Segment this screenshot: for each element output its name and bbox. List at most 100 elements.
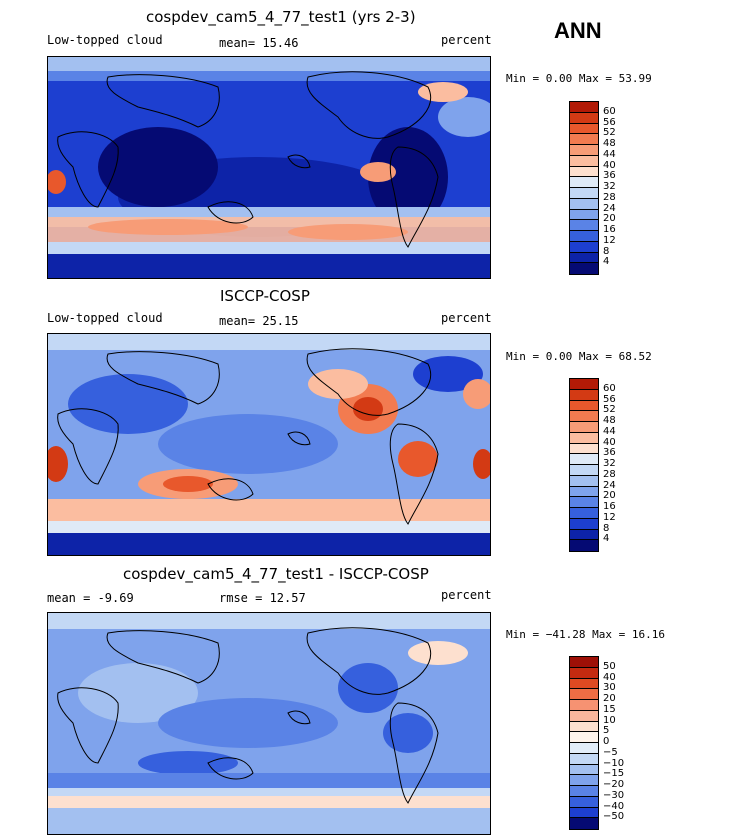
colorbar-level-label: 52 [603, 127, 616, 139]
colorbar-swatch [570, 177, 598, 188]
colorbar-swatch [570, 710, 598, 722]
colorbar-level-label: −10 [603, 757, 625, 769]
colorbar-level-label: 0 [603, 736, 610, 747]
colorbar-swatch [570, 540, 598, 551]
colorbar-swatch [570, 389, 598, 401]
colorbar-level-label: 4 [603, 533, 610, 545]
panel-3-colorbar-labels: 50 40 30 20 15 10 5 0 −5 −10 −15 −20 −30 −40 −50 [603, 656, 643, 828]
colorbar-level-label: 40 [603, 436, 616, 448]
colorbar-swatch [570, 721, 598, 733]
panel-2-colorbar-labels: 60 56 52 48 44 40 36 32 28 24 20 16 12 8 4 [603, 378, 643, 550]
colorbar-swatch [570, 465, 598, 476]
colorbar-level-label: 15 [603, 703, 616, 715]
colorbar-level-label: 8 [603, 245, 610, 257]
panel-1-map [47, 56, 491, 279]
panel-3-units-label: percent [441, 588, 492, 602]
colorbar-level-label: 30 [603, 682, 616, 694]
panel-1-units-label: percent [441, 33, 492, 47]
panel-1-title: cospdev_cam5_4_77_test1 (yrs 2-3) [146, 8, 416, 26]
colorbar-swatch [570, 102, 598, 113]
colorbar-swatch [570, 497, 598, 508]
colorbar-level-label: 20 [603, 213, 616, 225]
panel-3-colorbar [569, 656, 599, 830]
colorbar-level-label: 20 [603, 490, 616, 502]
colorbar-swatch [570, 775, 598, 786]
colorbar-swatch [570, 198, 598, 210]
colorbar-swatch [570, 112, 598, 124]
panel-3-mean-label: mean = -9.69 [47, 591, 134, 605]
colorbar-level-label: 52 [603, 404, 616, 416]
colorbar-level-label: 5 [603, 725, 610, 737]
colorbar-swatch [570, 700, 598, 711]
colorbar-swatch [570, 252, 598, 264]
colorbar-level-label: 32 [603, 458, 616, 469]
colorbar-level-label: 56 [603, 116, 616, 128]
panel-2-variable-label: Low-topped cloud [47, 311, 163, 325]
colorbar-swatch [570, 786, 598, 797]
colorbar-swatch [570, 454, 598, 465]
colorbar-swatch [570, 231, 598, 242]
colorbar-level-label: 40 [603, 159, 616, 171]
colorbar-swatch [570, 432, 598, 444]
colorbar-level-label: −30 [603, 789, 625, 801]
panel-1-minmax: Min = 0.00 Max = 53.99 [506, 72, 652, 85]
panel-2-mean-label: mean= 25.15 [219, 314, 299, 328]
colorbar-level-label: 10 [603, 714, 616, 726]
colorbar-swatch [570, 764, 598, 776]
panel-1-colorbar-labels: 60 56 52 48 44 40 36 32 28 24 20 16 12 8 4 [603, 101, 643, 273]
colorbar-swatch [570, 689, 598, 700]
colorbar-level-label: 12 [603, 511, 616, 523]
colorbar-level-label: 4 [603, 256, 610, 268]
colorbar-level-label: −50 [603, 811, 625, 823]
colorbar-level-label: 24 [603, 479, 616, 491]
season-label: ANN [554, 18, 602, 43]
colorbar-swatch [570, 743, 598, 754]
colorbar-level-label: 48 [603, 415, 616, 426]
colorbar-swatch [570, 145, 598, 156]
panel-1-colorbar [569, 101, 599, 275]
colorbar-swatch [570, 818, 598, 829]
colorbar-swatch [570, 379, 598, 390]
panel-2-map [47, 333, 491, 556]
colorbar-level-label: 36 [603, 170, 616, 182]
colorbar-level-label: 56 [603, 393, 616, 405]
colorbar-swatch [570, 732, 598, 743]
colorbar-level-label: −15 [603, 768, 625, 780]
panel-1-variable-label: Low-topped cloud [47, 33, 163, 47]
colorbar-level-label: 60 [603, 105, 616, 117]
panel-2-title: ISCCP-COSP [220, 287, 310, 305]
colorbar-swatch [570, 155, 598, 167]
colorbar-swatch [570, 220, 598, 231]
panel-3-map [47, 612, 491, 835]
colorbar-swatch [570, 123, 598, 135]
colorbar-level-label: 48 [603, 138, 616, 149]
colorbar-swatch [570, 209, 598, 221]
panel-3-rmse-label: rmse = 12.57 [219, 591, 306, 605]
colorbar-level-label: −20 [603, 779, 625, 790]
colorbar-level-label: 32 [603, 181, 616, 192]
colorbar-level-label: 28 [603, 191, 616, 203]
panel-3-minmax: Min = −41.28 Max = 16.16 [506, 628, 665, 641]
colorbar-swatch [570, 807, 598, 819]
colorbar-swatch [570, 134, 598, 145]
colorbar-level-label: 44 [603, 148, 616, 160]
colorbar-level-label: 60 [603, 382, 616, 394]
panel-2-units-label: percent [441, 311, 492, 325]
colorbar-swatch [570, 796, 598, 808]
colorbar-level-label: 20 [603, 693, 616, 704]
colorbar-level-label: 12 [603, 234, 616, 246]
colorbar-swatch [570, 508, 598, 519]
colorbar-level-label: 44 [603, 425, 616, 437]
colorbar-swatch [570, 241, 598, 253]
panel-2-colorbar [569, 378, 599, 552]
colorbar-swatch [570, 518, 598, 530]
colorbar-level-label: 40 [603, 671, 616, 683]
colorbar-level-label: 50 [603, 660, 616, 672]
colorbar-level-label: 28 [603, 468, 616, 480]
colorbar-swatch [570, 422, 598, 433]
panel-3-title: cospdev_cam5_4_77_test1 - ISCCP-COSP [123, 565, 429, 583]
panel-1-mean-label: mean= 15.46 [219, 36, 299, 50]
colorbar-swatch [570, 263, 598, 274]
colorbar-swatch [570, 678, 598, 690]
colorbar-swatch [570, 753, 598, 765]
